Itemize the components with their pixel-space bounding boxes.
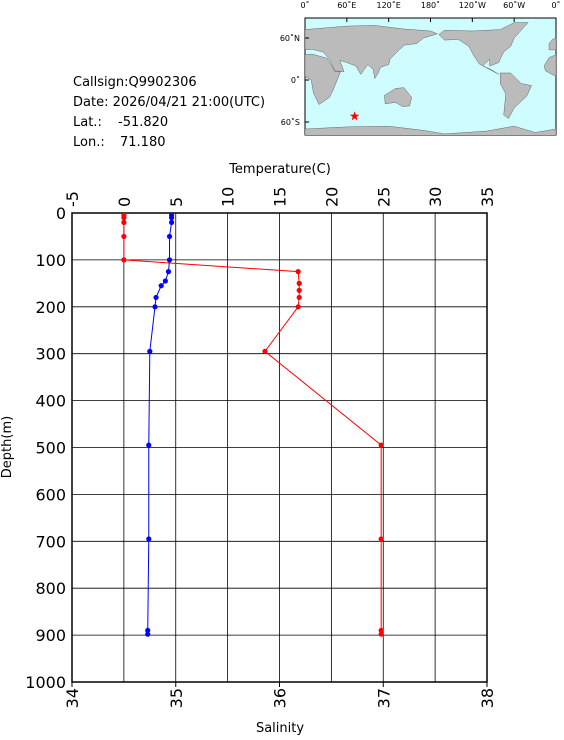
y-axis-label: Depth(m) bbox=[0, 416, 15, 478]
profile-point bbox=[165, 269, 172, 275]
map-lon-label: 120˚E bbox=[377, 0, 401, 10]
y-tick-label: 900 bbox=[35, 626, 66, 645]
y-tick-label: 0 bbox=[56, 204, 66, 223]
profile-point bbox=[296, 294, 302, 301]
profile-point bbox=[146, 442, 152, 448]
date: Date: 2026/04/21 21:00(UTC) bbox=[73, 95, 265, 110]
callsign: Callsign:Q9902306 bbox=[73, 75, 197, 90]
x-axis-label: Salinity bbox=[256, 721, 304, 736]
profile-point bbox=[153, 294, 159, 301]
x-tick-label: 34 bbox=[63, 688, 82, 708]
map-lat-label: 60˚N bbox=[280, 33, 300, 43]
profile-point bbox=[121, 215, 127, 221]
x-tick-label: 38 bbox=[478, 688, 497, 708]
x2-tick-label: 20 bbox=[322, 187, 341, 207]
land bbox=[499, 72, 532, 119]
land bbox=[384, 87, 412, 107]
x2-tick-label: 30 bbox=[426, 187, 445, 207]
map-lon-label: 60˚E bbox=[337, 0, 356, 10]
x-tick-label: 37 bbox=[374, 688, 393, 708]
y-tick-label: 1000 bbox=[25, 673, 66, 692]
map bbox=[304, 17, 557, 136]
profile-point bbox=[146, 536, 152, 542]
y-tick-label: 800 bbox=[35, 579, 66, 598]
y-tick-label: 500 bbox=[35, 439, 66, 458]
lat-label: Lat.: bbox=[73, 115, 102, 130]
land bbox=[543, 54, 556, 77]
land bbox=[305, 125, 556, 135]
profile-point bbox=[166, 257, 173, 263]
profile-line bbox=[147, 215, 173, 635]
map-lon-label: 180˚ bbox=[421, 0, 440, 10]
profile-point bbox=[378, 536, 384, 542]
map-lon-label: 0˚ bbox=[551, 0, 560, 10]
profile-point bbox=[166, 233, 173, 240]
profile-point bbox=[152, 304, 158, 310]
profile-point bbox=[121, 233, 127, 240]
y-tick-label: 600 bbox=[35, 485, 66, 504]
y-tick-label: 400 bbox=[35, 392, 66, 411]
profile-point bbox=[296, 287, 302, 293]
land bbox=[305, 25, 439, 80]
x2-tick-label: 35 bbox=[478, 187, 497, 207]
map-lat-label: 60˚S bbox=[281, 117, 300, 127]
land bbox=[548, 37, 556, 51]
y-tick-label: 700 bbox=[35, 532, 66, 551]
profile-point bbox=[145, 627, 151, 634]
land bbox=[305, 53, 341, 105]
y-tick-label: 300 bbox=[35, 345, 66, 364]
x2-tick-label: -5 bbox=[63, 191, 82, 207]
profile-point bbox=[296, 280, 302, 286]
profile-point bbox=[158, 283, 164, 289]
profile-point bbox=[262, 348, 268, 354]
y-tick-label: 100 bbox=[35, 251, 66, 270]
profile-point bbox=[147, 348, 153, 354]
x2-tick-label: 5 bbox=[167, 197, 186, 207]
profile-point bbox=[295, 304, 301, 310]
x2-tick-label: 25 bbox=[374, 187, 393, 207]
profile-point bbox=[162, 278, 168, 284]
profile-point bbox=[169, 215, 175, 221]
station-star bbox=[349, 111, 360, 121]
map-lat-label: 0˚ bbox=[291, 75, 300, 85]
map-lon-label: 0˚ bbox=[300, 0, 309, 10]
lon: 71.180 bbox=[120, 135, 166, 150]
profile-point bbox=[169, 219, 175, 225]
profile-point bbox=[378, 627, 384, 634]
profile-point bbox=[121, 257, 127, 263]
x2-axis-label: Temperature(C) bbox=[228, 162, 331, 177]
x2-tick-label: 15 bbox=[271, 187, 290, 207]
profile-point bbox=[145, 631, 151, 637]
profile-point bbox=[378, 442, 384, 448]
x2-tick-label: 0 bbox=[115, 197, 134, 207]
land bbox=[438, 22, 529, 75]
map-lon-label: 120˚W bbox=[459, 0, 486, 10]
profile-point bbox=[378, 631, 384, 637]
profile-point bbox=[295, 269, 301, 275]
lon-label: Lon.: bbox=[73, 135, 105, 150]
y-tick-label: 200 bbox=[35, 298, 66, 317]
x2-tick-label: 10 bbox=[219, 187, 238, 207]
lat: -51.820 bbox=[118, 115, 168, 130]
profile-point bbox=[121, 219, 127, 225]
x-tick-label: 35 bbox=[167, 688, 186, 708]
profile-line bbox=[123, 215, 382, 635]
plot-frame bbox=[71, 212, 488, 683]
map-lon-label: 60˚W bbox=[503, 0, 525, 10]
x-tick-label: 36 bbox=[271, 688, 290, 708]
